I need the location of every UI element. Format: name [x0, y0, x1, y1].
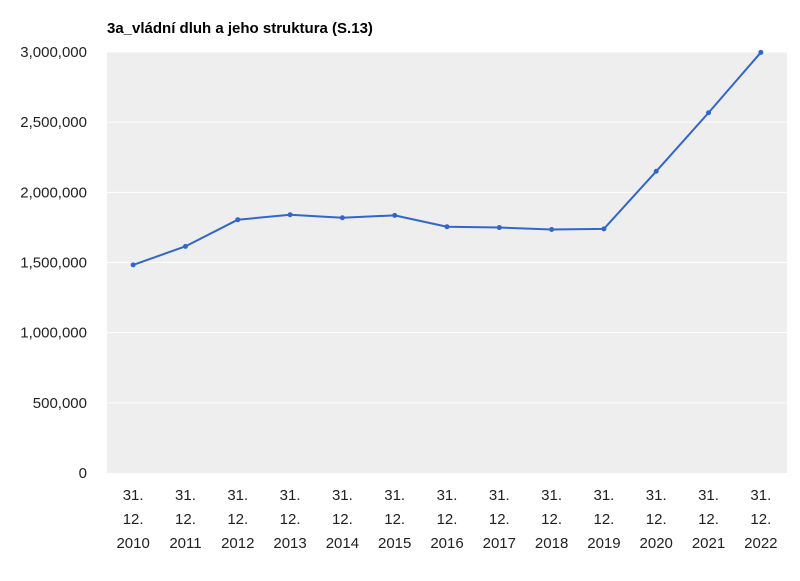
x-tick-label: 31. 12. 2016: [430, 487, 463, 552]
x-tick-label: 31. 12. 2022: [744, 487, 777, 552]
y-tick-label: 3,000,000: [20, 44, 87, 61]
y-tick-label: 2,500,000: [20, 114, 87, 131]
x-tick-label: 31. 12. 2013: [273, 487, 306, 552]
x-tick-label: 31. 12. 2011: [169, 487, 201, 552]
x-tick-label: 31. 12. 2015: [378, 487, 411, 552]
data-point: [706, 110, 712, 116]
y-axis: 0 500,000 1,000,000 1,500,000 2,000,000 2,500…: [20, 44, 87, 482]
data-point: [235, 217, 241, 223]
x-axis: 31. 12. 2010 31. 12. 2011 31. 12. 2012 31. 12. 2013…: [116, 487, 777, 552]
x-tick-label: 31. 12. 2012: [221, 487, 254, 552]
x-tick-label: 31. 12. 2010: [116, 487, 149, 552]
y-tick-label: 1,500,000: [20, 255, 87, 272]
data-point: [182, 243, 188, 249]
x-tick-label: 31. 12. 2021: [692, 487, 725, 552]
y-tick-label: 2,000,000: [20, 184, 87, 201]
data-point: [496, 225, 502, 231]
x-tick-label: 31. 12. 2014: [326, 487, 359, 552]
y-tick-label: 500,000: [33, 395, 87, 412]
data-point: [601, 226, 607, 232]
data-point: [339, 215, 345, 221]
data-point: [653, 168, 659, 174]
data-point: [549, 227, 555, 233]
y-tick-label: 1,000,000: [20, 325, 87, 342]
chart-title: 3a_vládní dluh a jeho struktura (S.13): [107, 20, 373, 37]
data-point: [287, 212, 293, 218]
data-point: [130, 262, 136, 268]
series-group: [130, 49, 764, 268]
x-tick-label: 31. 12. 2019: [587, 487, 620, 552]
y-tick-label: 0: [79, 465, 87, 482]
data-point: [758, 49, 764, 55]
data-point: [444, 224, 450, 230]
data-point: [392, 212, 398, 218]
gridlines: [107, 51, 787, 404]
x-tick-label: 31. 12. 2020: [640, 487, 673, 552]
x-tick-label: 31. 12. 2018: [535, 487, 568, 552]
x-tick-label: 31. 12. 2017: [483, 487, 516, 552]
